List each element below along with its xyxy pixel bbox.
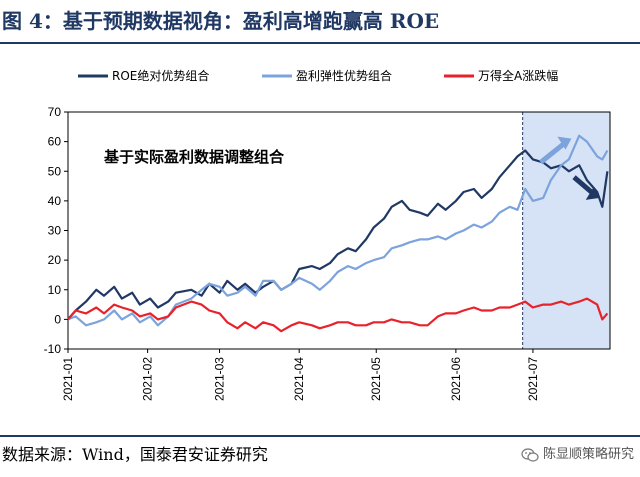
- highlight-region-layer: [522, 111, 611, 349]
- arrow-down-head: [585, 186, 600, 200]
- x-tick-label: 2021-06: [449, 357, 463, 401]
- x-tick-label: 2021-04: [292, 357, 306, 401]
- brand-name: 陈显顺策略研究: [542, 447, 634, 462]
- arrow-up-head: [557, 136, 572, 150]
- y-tick-label: 50: [48, 164, 62, 178]
- legend-layer: ROE绝对优势组合 盈利弹性优势组合 万得全A涨跌幅: [78, 68, 558, 83]
- chart-annotation: 基于实际盈利数据调整组合: [103, 148, 285, 166]
- figure-title: 图 4：基于预期数据视角：盈利高增跑赢高 ROE: [2, 9, 440, 33]
- legend-label-3: 万得全A涨跌幅: [478, 68, 558, 83]
- arrow-up-shaft: [539, 139, 569, 165]
- line-chart: -10 0 10 20 30 40 50 60 70 2021-01 2021-02 2021-03 2…: [44, 68, 611, 401]
- series-line-1: [67, 149, 609, 321]
- series-line-3: [67, 297, 609, 333]
- source-note: 数据来源：Wind，国泰君安证券研究: [2, 445, 268, 464]
- y-tick-label: 70: [48, 105, 62, 119]
- series-layer: [67, 134, 609, 333]
- y-tick-label: 20: [48, 253, 62, 267]
- arrow-layer: [539, 136, 600, 200]
- y-tick-label: 10: [48, 283, 62, 297]
- x-tick-label: 2021-05: [369, 357, 383, 401]
- legend-label-1: ROE绝对优势组合: [112, 68, 209, 83]
- y-tick-label: 40: [48, 194, 62, 208]
- x-tick-label: 2021-02: [141, 357, 155, 401]
- series-line-2: [67, 134, 609, 327]
- y-tick-label: 0: [54, 312, 61, 326]
- legend-label-2: 盈利弹性优势组合: [296, 68, 392, 83]
- axes-layer: -10 0 10 20 30 40 50 60 70 2021-01 2021-02 2021-03 2…: [44, 105, 611, 401]
- y-tick-label: 60: [48, 135, 62, 149]
- wechat-icon: [521, 448, 539, 462]
- brand-label: 陈显顺策略研究: [521, 440, 634, 470]
- x-tick-label: 2021-01: [61, 357, 75, 401]
- title-underline: [0, 42, 640, 44]
- highlight-region: [522, 112, 610, 349]
- source-rule: [0, 435, 640, 437]
- x-tick-label: 2021-07: [526, 357, 540, 401]
- y-tick-label: -10: [44, 342, 62, 356]
- y-tick-label: 30: [48, 224, 62, 238]
- x-tick-label: 2021-03: [213, 357, 227, 401]
